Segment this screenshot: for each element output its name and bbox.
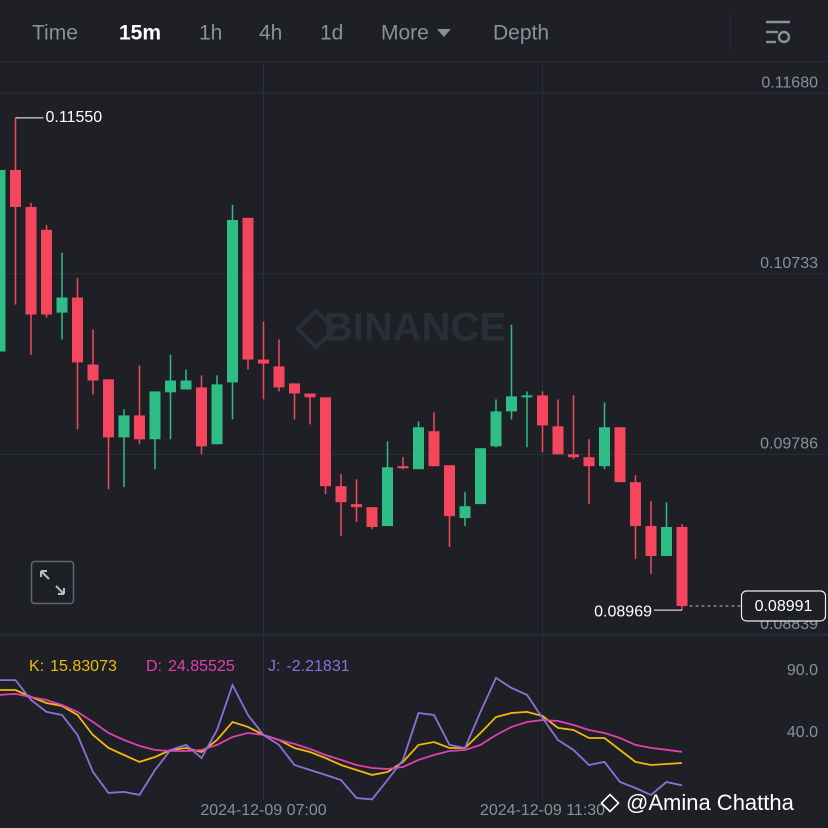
credit-logo xyxy=(600,793,620,813)
expand-button[interactable] xyxy=(30,560,75,605)
candle-body xyxy=(676,527,688,606)
candle-body xyxy=(490,411,502,447)
candle-body xyxy=(366,507,378,528)
watermark-logo xyxy=(294,307,338,351)
candle-body xyxy=(568,454,579,458)
candle-body xyxy=(0,169,6,352)
candle-body xyxy=(475,448,486,505)
candle-body xyxy=(444,465,455,517)
candle-body xyxy=(428,431,440,467)
legend-value: 24.85525 xyxy=(168,658,235,675)
candle-body xyxy=(118,415,130,438)
candle-body xyxy=(552,426,564,455)
candle-body xyxy=(227,219,238,383)
candle-body xyxy=(87,364,99,381)
candle-body xyxy=(165,380,176,393)
legend-entry: K: 15.83073 xyxy=(29,658,117,675)
last-price-box xyxy=(740,590,827,622)
candle-body xyxy=(242,217,254,360)
tab[interactable]: 15m xyxy=(119,22,161,45)
candle-body xyxy=(304,393,316,398)
credit: @Amina Chattha xyxy=(626,790,795,815)
candle-body xyxy=(645,526,657,556)
x-tick-label: 2024-12-09 07:00 xyxy=(200,802,326,819)
settings-icon[interactable] xyxy=(766,20,791,44)
last-price-label: 0.08991 xyxy=(755,598,813,615)
kdj-line xyxy=(0,692,683,770)
tab[interactable]: 1d xyxy=(320,22,343,45)
legend-entry: D: 24.85525 xyxy=(146,658,235,675)
legend-value: -2.21831 xyxy=(286,658,349,675)
candle-body xyxy=(149,391,161,440)
dropdown-arrow xyxy=(436,29,451,37)
y-tick-label: 0.11680 xyxy=(761,74,818,91)
watermark: BINANCE xyxy=(324,306,506,350)
candle-body xyxy=(351,504,362,508)
candle-body xyxy=(320,397,331,487)
candle-body xyxy=(382,467,393,527)
candle-body xyxy=(196,387,207,447)
x-tick-label: 2024-12-09 11:30 xyxy=(480,802,605,819)
candle-body xyxy=(180,380,192,390)
candle-body xyxy=(335,486,347,503)
high-label: 0.11550 xyxy=(46,109,103,126)
kdj-line xyxy=(0,676,683,801)
candle-body xyxy=(413,427,424,470)
candle-body xyxy=(56,297,68,313)
y-tick-label: 90.0 xyxy=(787,662,818,679)
tab[interactable]: More xyxy=(381,22,429,45)
low-label: 0.08969 xyxy=(594,603,652,620)
candle-body xyxy=(134,415,145,440)
candle-body xyxy=(630,482,641,527)
tab[interactable]: Time xyxy=(32,22,78,45)
candle-body xyxy=(25,206,37,315)
y-tick-label: 0.10733 xyxy=(760,255,818,272)
candle-body xyxy=(103,379,114,438)
candle-body xyxy=(72,297,83,363)
legend-value: 15.83073 xyxy=(50,658,117,675)
candle-body xyxy=(41,229,52,315)
tab[interactable]: Depth xyxy=(493,22,549,45)
candle-body xyxy=(506,396,517,412)
y-tick-label: 0.09786 xyxy=(760,436,818,453)
candle-body xyxy=(599,427,610,467)
candle-body xyxy=(614,427,626,483)
kdj-line xyxy=(0,689,683,776)
kdj-pane: 90.0 40.0 K: 15.83073 D: 24.85525 J: -2.21831 xyxy=(0,634,828,801)
candle-body xyxy=(273,366,285,388)
candle-body xyxy=(211,384,223,445)
tab[interactable]: 4h xyxy=(259,22,282,45)
candle-body xyxy=(289,383,300,394)
candle-body xyxy=(661,527,672,556)
candle-body xyxy=(397,466,409,469)
candle-body xyxy=(537,395,548,426)
tab[interactable]: 1h xyxy=(199,22,222,45)
legend-entry: J: -2.21831 xyxy=(268,658,350,675)
legend-name: J: xyxy=(268,658,280,675)
candle-body xyxy=(258,359,269,364)
legend-name: K: xyxy=(29,658,44,675)
legend-name: D: xyxy=(146,658,162,675)
candle-body xyxy=(521,395,533,398)
y-tick-label: 40.0 xyxy=(787,724,818,741)
candle-body xyxy=(583,457,595,467)
candle-body xyxy=(10,169,21,207)
candle-body xyxy=(459,506,471,519)
